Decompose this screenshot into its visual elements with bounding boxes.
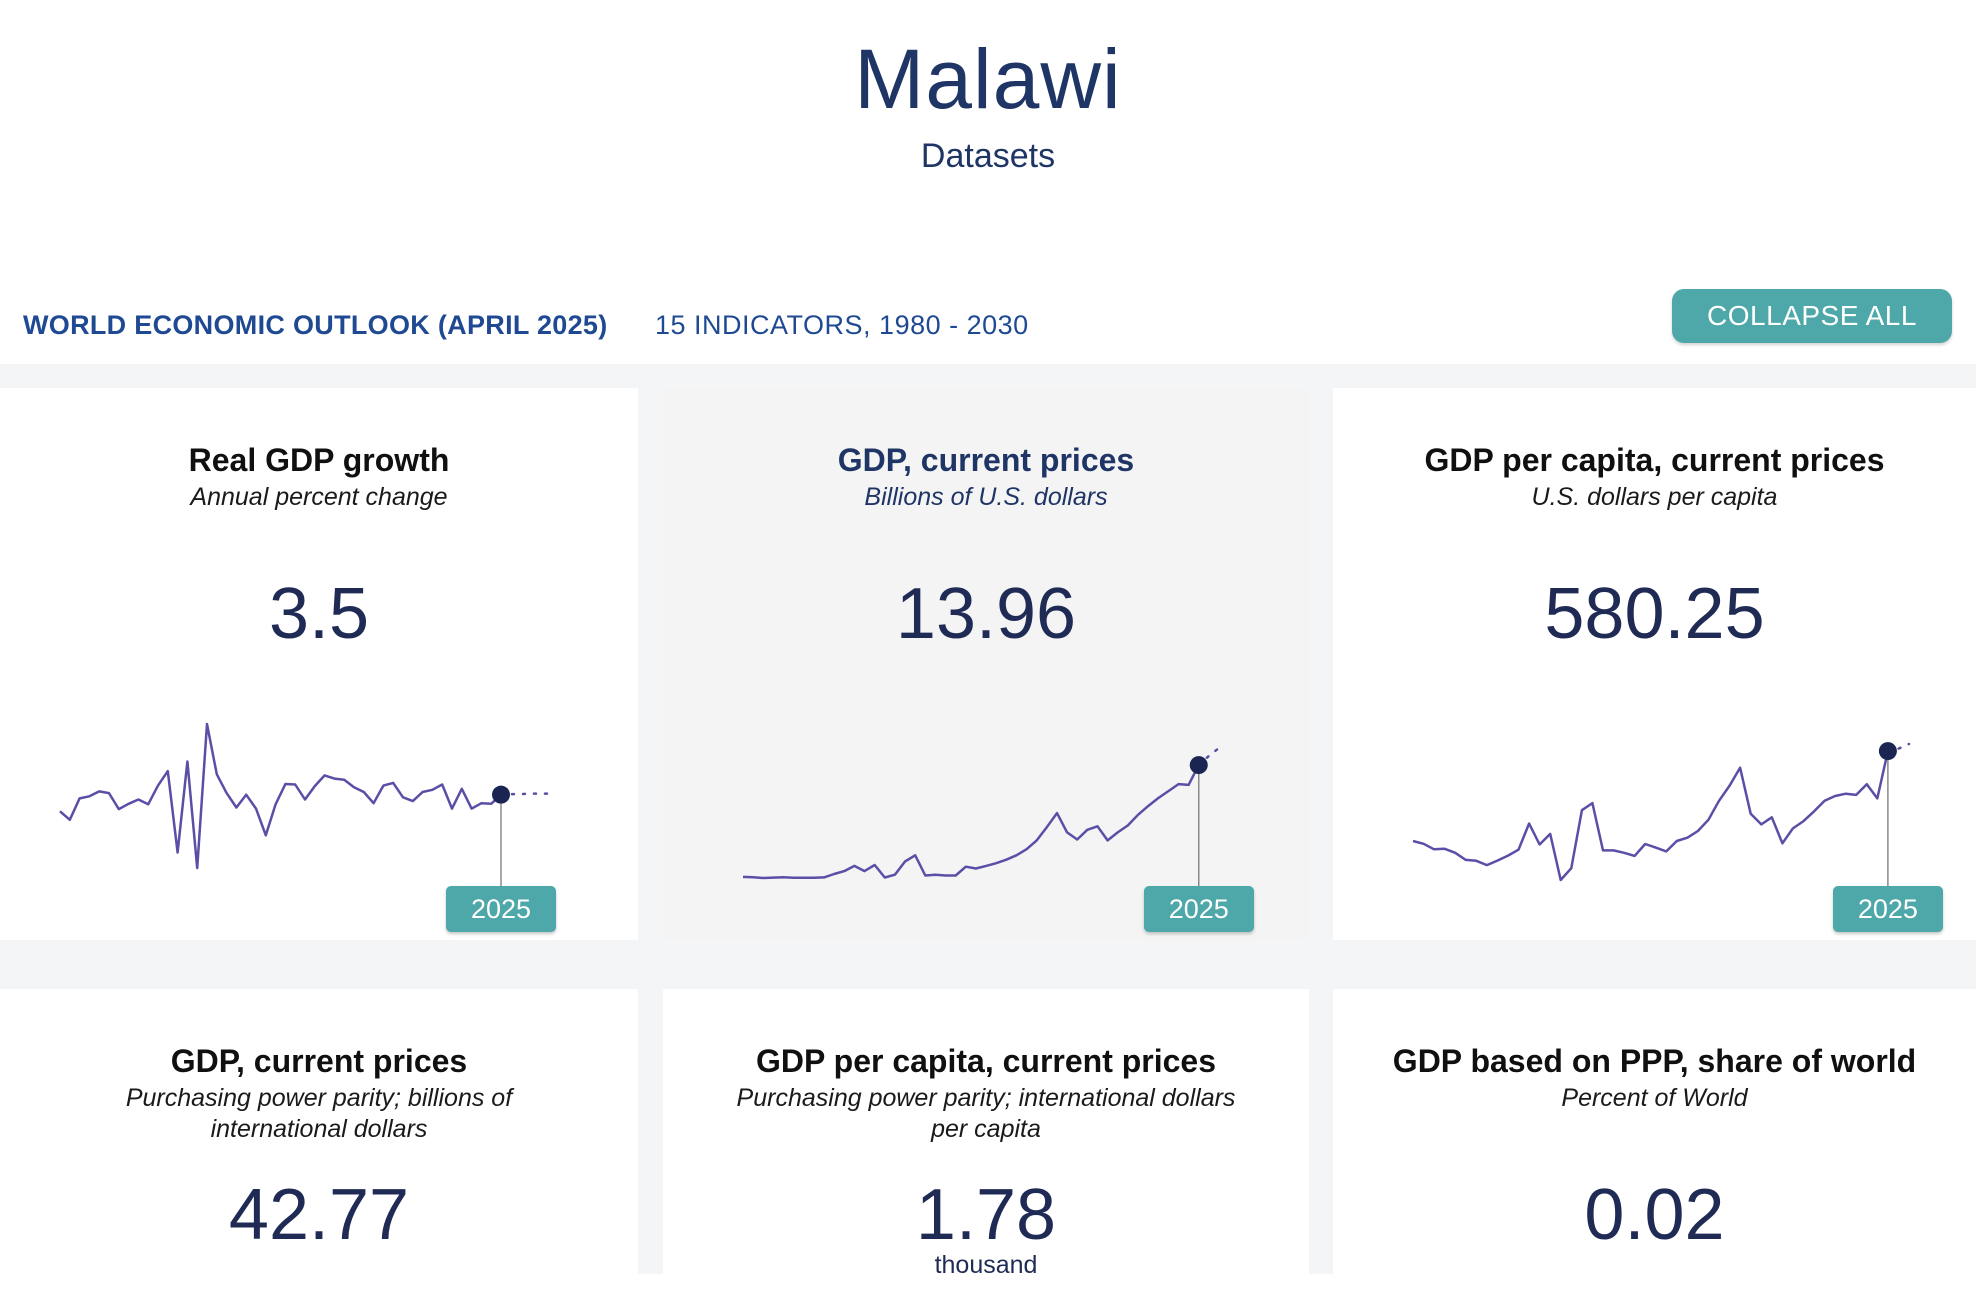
- card-value: 0.02: [1584, 1175, 1725, 1255]
- card-unit: Billions of U.S. dollars: [864, 483, 1108, 511]
- card-unit: Annual percent change: [190, 483, 448, 511]
- card-title: GDP per capita, current prices: [1424, 442, 1885, 478]
- indicator-card[interactable]: GDP per capita, current prices Purchasin…: [663, 989, 1309, 1289]
- sparkline-forecast: [1886, 742, 1911, 753]
- card-value-scale: thousand: [934, 1251, 1038, 1279]
- indicator-card[interactable]: GDP, current prices Billions of U.S. dol…: [663, 388, 1309, 940]
- indicator-grid: Real GDP growth Annual percent change 3.…: [0, 364, 1976, 1289]
- sparkline-series: [59, 722, 502, 870]
- card-unit: Purchasing power parity; billions of int…: [125, 1084, 513, 1143]
- card-unit: U.S. dollars per capita: [1531, 483, 1778, 511]
- sparkline-series: [742, 764, 1200, 880]
- card-title: Real GDP growth: [188, 442, 450, 478]
- card-value: 13.96: [895, 574, 1077, 654]
- sparkline-series: [1412, 750, 1890, 882]
- sparkline-chart: [1412, 742, 1911, 888]
- year-badge[interactable]: 2025: [446, 886, 556, 932]
- indicator-card[interactable]: GDP based on PPP, share of world Percent…: [1333, 989, 1976, 1289]
- dataset-bar: WORLD ECONOMIC OUTLOOK (APRIL 2025) 15 I…: [0, 290, 1976, 350]
- card-title: GDP, current prices: [837, 442, 1135, 478]
- card-value: 3.5: [268, 574, 370, 654]
- year-badge[interactable]: 2025: [1832, 886, 1943, 932]
- card-unit: Purchasing power parity; international d…: [736, 1084, 1236, 1143]
- dataset-name[interactable]: WORLD ECONOMIC OUTLOOK (APRIL 2025): [23, 310, 608, 340]
- dataset-meta: 15 INDICATORS, 1980 - 2030: [655, 310, 1029, 340]
- card-value: 1.78: [915, 1175, 1057, 1255]
- card-unit: Percent of World: [1561, 1084, 1748, 1112]
- card-title: GDP, current prices: [170, 1043, 468, 1079]
- indicator-card[interactable]: Real GDP growth Annual percent change 3.…: [0, 388, 638, 940]
- indicator-card[interactable]: GDP per capita, current prices U.S. doll…: [1333, 388, 1976, 940]
- card-title: GDP based on PPP, share of world: [1392, 1043, 1917, 1079]
- year-badge[interactable]: 2025: [1143, 886, 1254, 932]
- card-value: 42.77: [228, 1175, 410, 1255]
- indicator-card[interactable]: GDP, current prices Purchasing power par…: [0, 989, 638, 1289]
- card-title: GDP per capita, current prices: [755, 1043, 1217, 1079]
- country-title: Malawi: [854, 32, 1122, 126]
- highlight-point: [1189, 756, 1208, 775]
- collapse-all-button[interactable]: COLLAPSE ALL: [1672, 289, 1952, 343]
- page-subtitle: Datasets: [920, 137, 1056, 175]
- sparkline-forecast: [1197, 746, 1221, 767]
- highlight-point: [1878, 742, 1897, 761]
- card-value: 580.25: [1544, 574, 1765, 654]
- highlight-point: [492, 785, 510, 804]
- sparkline-chart: [59, 722, 552, 888]
- sparkline-forecast: [499, 792, 552, 796]
- sparkline-chart: [742, 746, 1221, 888]
